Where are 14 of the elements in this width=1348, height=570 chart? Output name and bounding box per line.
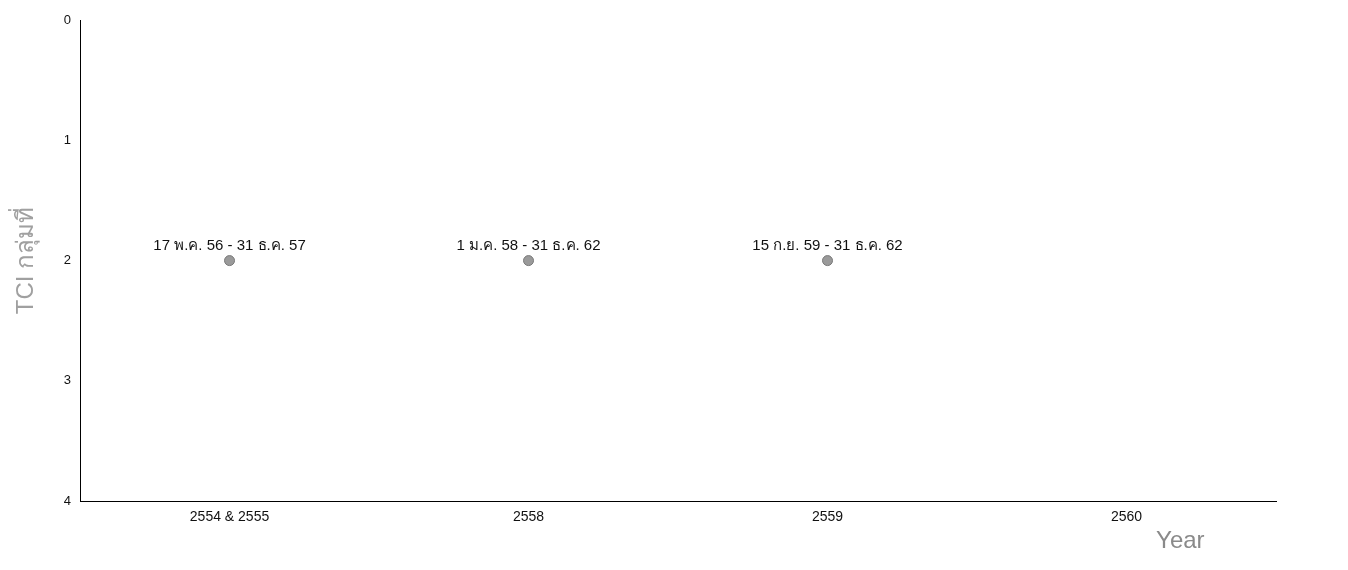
x-tick-label: 2559 <box>811 508 844 525</box>
y-tick-label: 0 <box>63 11 72 27</box>
y-tick-label: 4 <box>63 492 72 508</box>
y-axis-title: TCI กลุ่มที่ <box>8 206 41 315</box>
x-axis-title: Year <box>1156 525 1205 553</box>
annotation: 17 พ.ค. 56 - 31 ธ.ค. 57 <box>153 236 306 254</box>
y-tick-label: 1 <box>63 131 72 147</box>
x-tick-label: 2558 <box>512 508 545 525</box>
y-tick-label: 2 <box>63 252 72 268</box>
y-tick-label: 3 <box>63 372 72 388</box>
x-tick-label: 2554 & 2555 <box>189 508 270 525</box>
annotation: 15 ก.ย. 59 - 31 ธ.ค. 62 <box>752 236 903 254</box>
x-tick-label: 2560 <box>1110 508 1143 525</box>
annotation: 1 ม.ค. 58 - 31 ธ.ค. 62 <box>456 236 601 254</box>
